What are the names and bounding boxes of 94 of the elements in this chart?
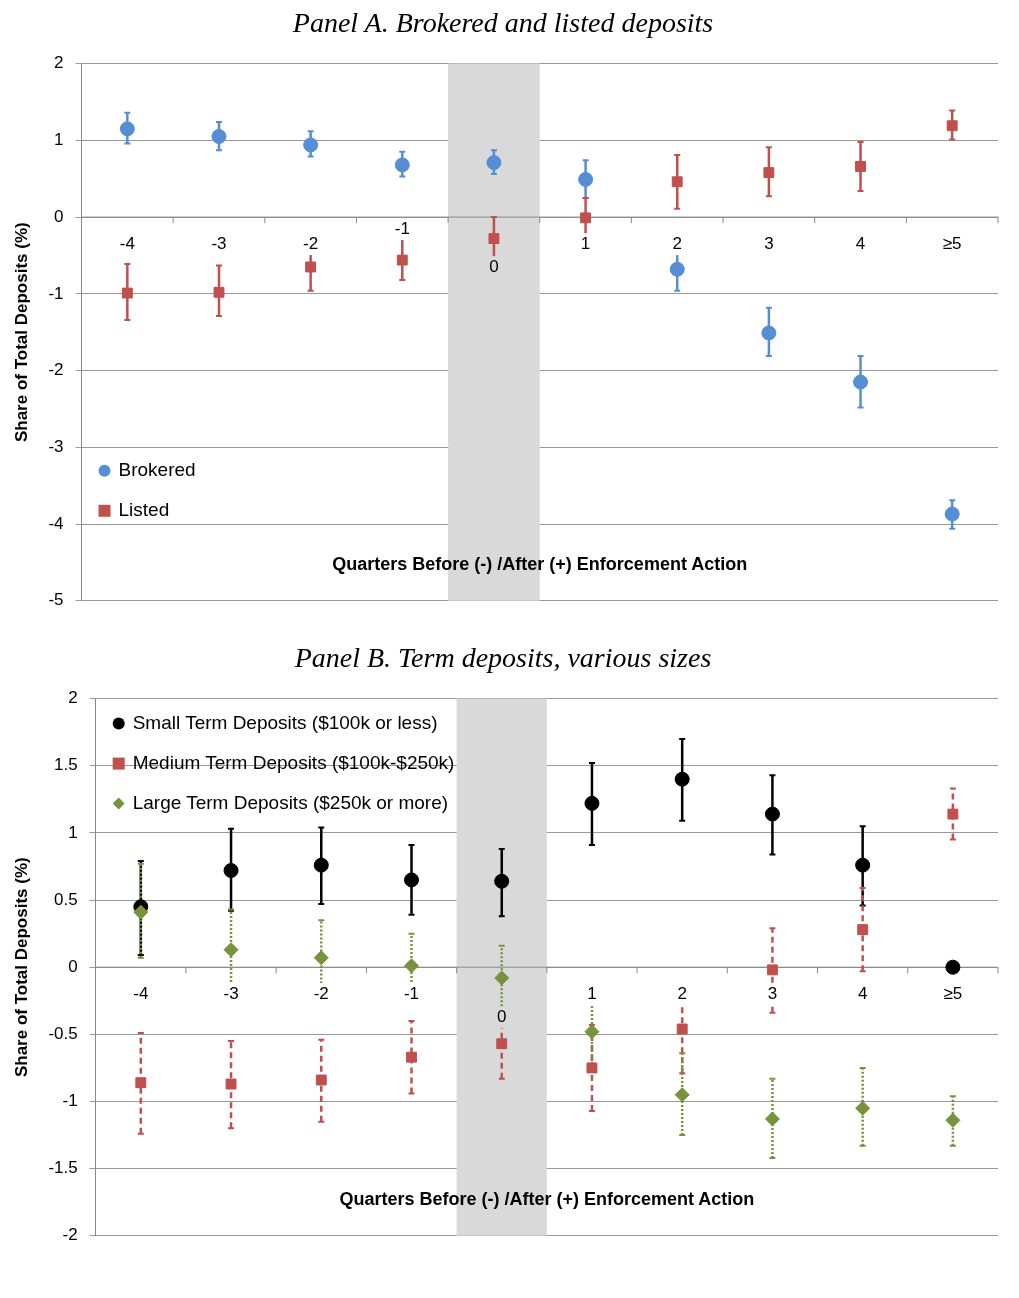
point [855,160,866,172]
chart-title: Panel A. Brokered and listed deposits [291,7,714,39]
x-tick-label: 2 [672,234,682,254]
point [121,287,133,299]
point [303,137,319,153]
point [764,1111,780,1127]
x-tick-label: -3 [211,234,227,254]
point [578,171,594,187]
x-tick-label: -4 [133,984,149,1004]
point [853,374,869,390]
y-tick-label: 1.5 [54,755,78,775]
legend-label: Large Term Deposits ($250k or more) [132,791,449,813]
point [211,129,227,145]
point [676,1023,688,1035]
y-tick-label: -5 [48,590,64,610]
point [496,1038,508,1050]
point [669,261,685,277]
y-tick-label: -2 [48,360,64,380]
point [855,1100,871,1116]
x-tick-label: -1 [403,984,420,1004]
point [404,872,419,888]
y-tick-label: -4 [48,513,64,533]
y-axis-title: Share of Total Deposits (%) [11,857,31,1078]
y-tick-label: 2 [68,688,78,708]
legend-label: Small Term Deposits ($100k or less) [132,711,438,733]
x-tick-label: 1 [587,984,597,1004]
point [486,155,502,171]
legend-label: Listed [118,499,170,521]
point [674,771,690,787]
x-axis-title: Quarters Before (-) /After (+) Enforcement Action [339,1188,755,1209]
y-tick-label: -2 [62,1225,78,1245]
point [764,806,780,822]
y-tick-label: -1 [62,1091,78,1111]
x-tick-label: ≥5 [942,234,962,254]
x-tick-label: 4 [855,234,866,254]
point [945,1112,961,1128]
x-tick-label: ≥5 [943,984,963,1004]
point [494,873,510,889]
y-tick-label: -1 [48,283,64,303]
point [394,157,410,173]
y-tick-label: 0 [68,956,78,976]
point [946,120,958,132]
y-tick-label: 1 [54,130,64,150]
point [584,795,600,811]
x-axis-title: Quarters Before (-) /After (+) Enforcement Action [332,553,748,574]
point [213,286,225,298]
point [944,506,960,522]
point [404,958,419,974]
point [855,857,871,873]
point [305,261,317,273]
x-tick-label: 1 [580,234,591,254]
x-tick-label: -2 [313,984,329,1004]
point [494,970,510,986]
point [133,904,149,920]
point [119,121,135,137]
x-tick-label: -4 [119,234,135,254]
y-tick-label: 0.5 [54,889,78,909]
point [396,254,408,266]
y-tick-label: -3 [48,437,64,456]
x-tick-label: 2 [677,984,687,1004]
x-tick-label: 4 [857,984,868,1004]
y-tick-label: 2 [54,53,64,73]
point [225,1078,237,1090]
point [223,942,239,958]
point [580,212,592,224]
x-tick-label: -3 [223,984,239,1004]
y-tick-label: -1.5 [48,1158,78,1178]
legend-label: Medium Term Deposits ($100k-$250k) [132,751,455,773]
point [315,1074,327,1086]
point [135,1077,147,1089]
point [766,964,778,976]
point [671,176,683,188]
point [761,325,777,341]
point [223,863,239,878]
point [674,1087,690,1103]
y-tick-label: -0.5 [48,1024,78,1044]
x-tick-label: 3 [767,984,778,1004]
point [857,924,869,936]
point [763,167,775,179]
point [584,1024,600,1040]
point [947,808,959,820]
point [313,950,329,966]
point [586,1062,598,1074]
legend-label: Brokered [118,459,196,481]
x-tick-label: -2 [303,234,319,254]
x-tick-label: 3 [764,234,774,254]
point [488,233,500,245]
point [406,1051,417,1063]
chart-title: Panel B. Term deposits, various sizes [293,642,712,674]
y-tick-label: 0 [54,206,64,226]
point [945,959,961,975]
y-axis-title: Share of Total Deposits (%) [11,222,31,443]
point [313,857,329,873]
y-tick-label: 1 [68,822,78,842]
